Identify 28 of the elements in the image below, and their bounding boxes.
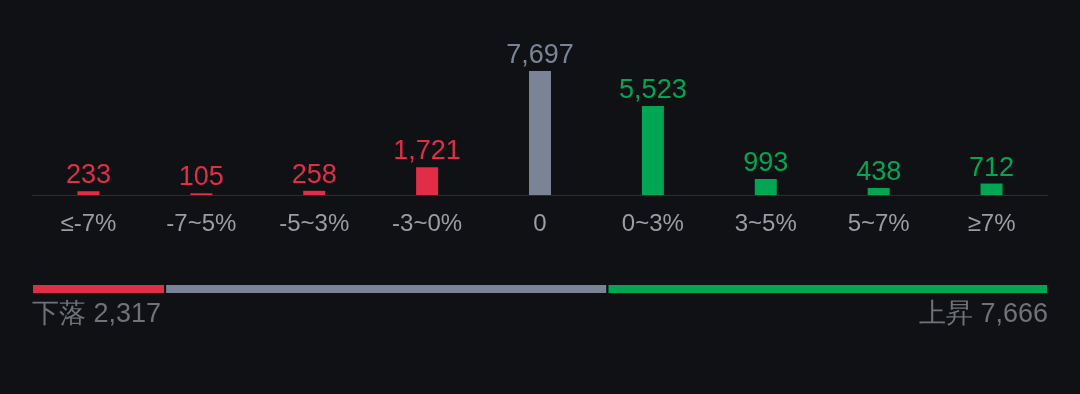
- bar: [754, 179, 777, 195]
- x-tick-label: 0~3%: [621, 209, 684, 236]
- x-tick-label: -5~3%: [279, 209, 350, 236]
- data-label: 下落 2,317: [32, 298, 162, 328]
- data-label: 5,523: [619, 74, 687, 105]
- x-tick-label: -7~5%: [166, 209, 237, 236]
- bar: [980, 183, 1003, 195]
- bar: [77, 191, 100, 195]
- x-tick-label: -3~0%: [392, 209, 463, 236]
- data-label: 438: [856, 155, 902, 186]
- x-tick-label: 5~7%: [847, 209, 910, 236]
- data-label: 105: [178, 161, 224, 192]
- bar: [416, 167, 439, 195]
- bar: [867, 187, 890, 195]
- bar: [303, 190, 326, 195]
- data-label: 258: [291, 158, 337, 189]
- data-label: 1,721: [393, 135, 461, 166]
- data-label: 233: [65, 159, 111, 190]
- data-label: 7,697: [506, 39, 574, 69]
- data-label: 上昇 7,666: [918, 298, 1048, 328]
- bar: [529, 71, 551, 195]
- data-label: 712: [969, 151, 1015, 182]
- x-tick-label: ≤-7%: [60, 209, 117, 236]
- x-tick-label: ≥7%: [967, 209, 1016, 236]
- x-tick-label: 0: [533, 209, 547, 236]
- bar: [641, 106, 664, 195]
- data-label: 993: [743, 147, 789, 177]
- x-tick-label: 3~5%: [734, 209, 797, 236]
